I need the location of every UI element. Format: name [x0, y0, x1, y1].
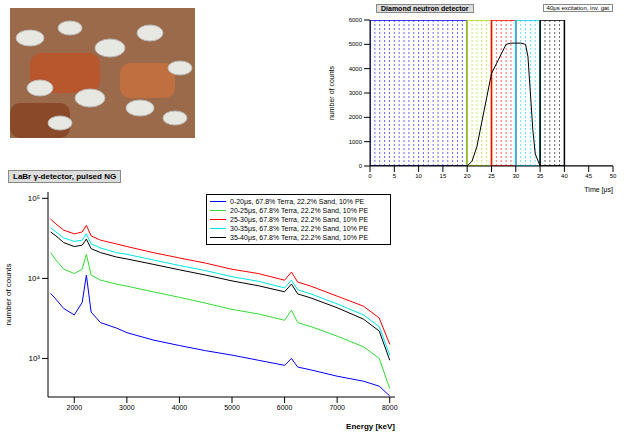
svg-text:40: 40: [561, 173, 568, 179]
svg-text:5000: 5000: [224, 404, 240, 411]
svg-text:number of counts: number of counts: [4, 264, 13, 326]
svg-text:10⁵: 10⁵: [28, 194, 40, 203]
svg-text:4000: 4000: [349, 66, 363, 72]
html-text:0-20μs, 67.8% Terra, 22.2% San: 0-20μs, 67.8% Terra, 22.2% Sand, 10% PE: [230, 198, 365, 205]
svg-text:1000: 1000: [349, 139, 363, 145]
svg-text:5: 5: [393, 173, 397, 179]
svg-text:10³: 10³: [28, 354, 40, 363]
svg-text:3000: 3000: [349, 90, 363, 96]
svg-text:7000: 7000: [329, 404, 345, 411]
html-text:20-25μs, 67.8% Terra, 22.2% Sa: 20-25μs, 67.8% Terra, 22.2% Sand, 10% PE: [230, 207, 369, 214]
svg-text:10: 10: [415, 173, 422, 179]
html-text:LaBr γ-detector, pulsed NG: LaBr γ-detector, pulsed NG: [13, 172, 117, 181]
svg-text:0: 0: [368, 173, 372, 179]
svg-text:number of counts: number of counts: [328, 65, 335, 120]
svg-text:0: 0: [359, 163, 363, 169]
svg-text:45: 45: [585, 173, 592, 179]
html-text:25-30μs, 67.8% Terra, 22.2% Sa: 25-30μs, 67.8% Terra, 22.2% Sand, 10% PE: [230, 216, 369, 223]
svg-text:5000: 5000: [349, 41, 363, 47]
svg-text:15: 15: [440, 173, 447, 179]
svg-text:20: 20: [464, 173, 471, 179]
svg-text:2000: 2000: [349, 114, 363, 120]
svg-text:10⁴: 10⁴: [28, 274, 41, 283]
svg-text:Energy [keV]: Energy [keV]: [346, 422, 395, 431]
html-text:35-40μs, 67.8% Terra, 22.2% Sa: 35-40μs, 67.8% Terra, 22.2% Sand, 10% PE: [230, 234, 369, 241]
svg-text:30: 30: [512, 173, 519, 179]
html-text:30-35μs, 67.8% Terra, 22.2% Sa: 30-35μs, 67.8% Terra, 22.2% Sand, 10% PE: [230, 225, 369, 232]
svg-text:2000: 2000: [66, 404, 82, 411]
svg-text:3000: 3000: [119, 404, 135, 411]
svg-text:6000: 6000: [277, 404, 293, 411]
svg-text:50: 50: [610, 173, 617, 179]
svg-text:Time [μs]: Time [μs]: [584, 186, 613, 194]
svg-text:35: 35: [537, 173, 544, 179]
html-text:Diamond neutron detector: Diamond neutron detector: [381, 5, 469, 12]
svg-text:6000: 6000: [349, 17, 363, 23]
svg-text:8000: 8000: [382, 404, 398, 411]
svg-text:4000: 4000: [172, 404, 188, 411]
html-text:40μs excitation, inv. gat: 40μs excitation, inv. gat: [546, 5, 609, 11]
svg-text:25: 25: [488, 173, 495, 179]
